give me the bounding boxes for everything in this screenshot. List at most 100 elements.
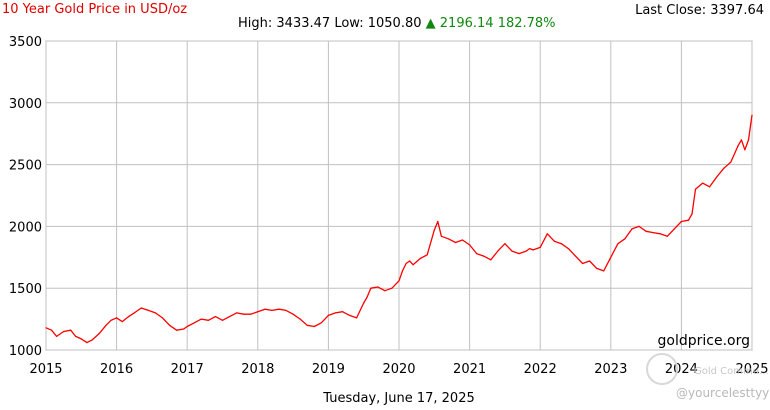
y-tick-label: 1500 (9, 282, 42, 297)
price-point (652, 232, 654, 234)
price-point (751, 114, 753, 116)
change-up-arrow-icon: ▲ (425, 16, 436, 31)
price-point (730, 161, 732, 163)
price-point (349, 314, 351, 316)
y-tick-label: 1000 (9, 344, 42, 359)
price-point (236, 312, 238, 314)
price-point (539, 246, 541, 248)
price-point (490, 259, 492, 261)
price-point (128, 316, 130, 318)
price-point (133, 312, 135, 314)
price-point (341, 311, 344, 313)
y-tick-label: 2500 (9, 159, 42, 174)
price-point (680, 220, 683, 223)
price-point (366, 296, 368, 298)
price-point (243, 313, 245, 315)
y-tick-label: 3000 (9, 97, 42, 112)
price-point (377, 286, 379, 288)
x-tick-label: 2017 (171, 362, 204, 377)
price-point (169, 324, 171, 326)
price-point (110, 319, 112, 321)
price-stats: High: 3433.47 Low: 1050.80 ▲ 2196.14 182… (238, 16, 556, 31)
price-point (426, 254, 428, 256)
price-point (645, 230, 647, 232)
x-tick-label: 2020 (382, 362, 415, 377)
price-point (412, 264, 414, 266)
price-point (638, 225, 640, 227)
price-point (140, 307, 142, 309)
price-point (320, 322, 322, 324)
x-tick-label: 2025 (735, 362, 768, 377)
price-point (624, 238, 626, 240)
price-point (603, 270, 605, 272)
price-point (116, 317, 118, 319)
price-point (313, 325, 315, 328)
last-close-label: Last Close: (635, 3, 707, 18)
price-point (121, 321, 123, 323)
price-point (405, 262, 407, 265)
price-point (401, 270, 404, 272)
price-point (147, 309, 149, 311)
price-point (327, 314, 329, 316)
price-point (574, 255, 577, 257)
price-point (278, 308, 280, 310)
watermark-logo-icon (646, 353, 678, 385)
low-label: Low: (334, 16, 364, 31)
price-point (384, 290, 386, 292)
price-point (567, 248, 570, 250)
price-point (271, 309, 273, 311)
price-point (186, 325, 188, 328)
price-point (673, 228, 675, 230)
price-point (214, 316, 216, 318)
price-point (363, 302, 365, 304)
price-point (659, 233, 661, 235)
price-point (193, 322, 195, 324)
price-point (183, 328, 185, 330)
price-point (631, 228, 633, 230)
gold-price-line (45, 115, 753, 344)
price-point (582, 262, 584, 265)
price-point (63, 330, 65, 333)
watermark-community-text: Gold Commu... (694, 366, 769, 377)
x-tick-label: 2019 (312, 362, 345, 377)
price-point (398, 280, 400, 282)
low-value: 1050.80 (367, 16, 422, 31)
chart-title: 10 Year Gold Price in USD/oz (2, 2, 188, 17)
high-label: High: (238, 16, 273, 31)
price-point (229, 316, 231, 318)
price-point (409, 260, 411, 262)
price-point (532, 249, 534, 251)
y-tick-label: 2000 (9, 220, 42, 235)
price-point (292, 313, 294, 315)
price-point (264, 308, 266, 310)
price-point (105, 324, 107, 326)
price-point (666, 235, 668, 237)
price-point (51, 329, 53, 331)
price-point (356, 317, 358, 319)
price-point (694, 188, 697, 190)
price-point (687, 219, 690, 221)
price-point (702, 182, 704, 184)
price-point (86, 342, 88, 344)
price-point (529, 248, 531, 250)
price-point (56, 335, 58, 337)
price-point (497, 250, 499, 252)
price-point (98, 333, 100, 335)
price-point (546, 233, 548, 235)
price-point (525, 250, 527, 252)
price-point (91, 339, 93, 341)
price-point (518, 253, 520, 255)
price-point (154, 312, 156, 314)
price-point (610, 256, 612, 258)
price-point (744, 149, 746, 151)
price-point (461, 239, 464, 241)
price-point (45, 327, 47, 329)
price-point (433, 229, 435, 231)
change-percent: 182.78% (497, 16, 556, 31)
x-tick-label: 2018 (241, 362, 274, 377)
price-point (483, 255, 485, 257)
price-point (440, 235, 442, 237)
x-tick-label: 2015 (29, 362, 62, 377)
high-value: 3433.47 (276, 16, 331, 31)
